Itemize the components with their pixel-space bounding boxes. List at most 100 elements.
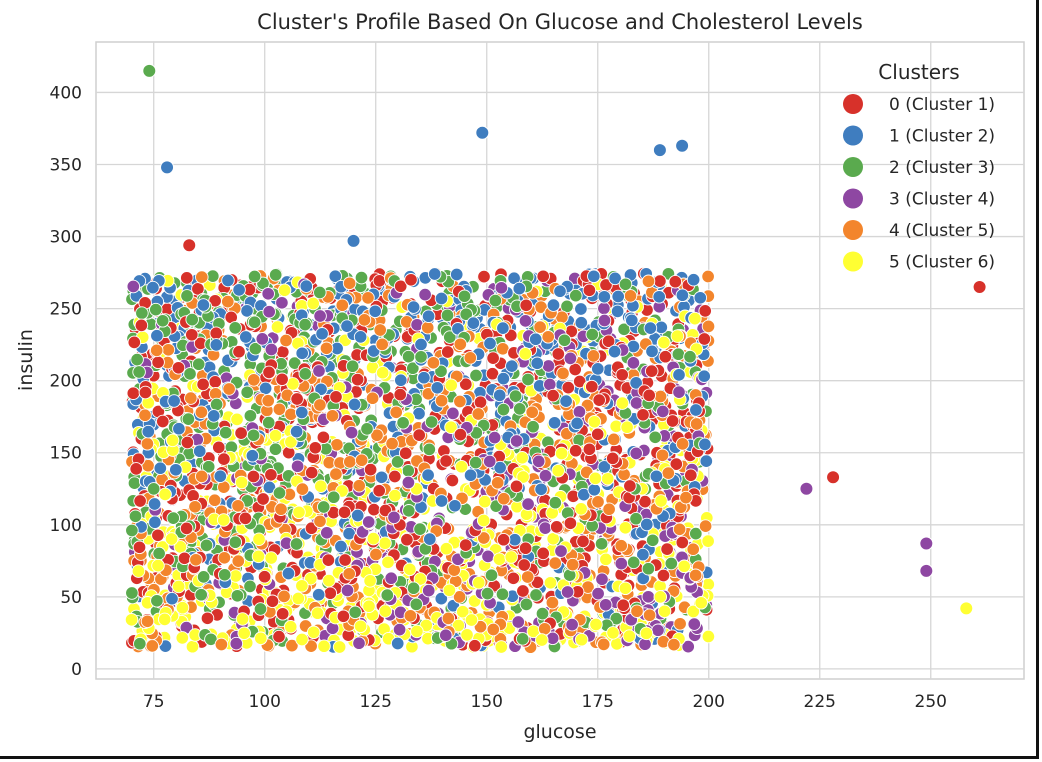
data-point — [157, 612, 172, 627]
data-point — [651, 623, 665, 638]
data-point — [582, 442, 597, 457]
data-point — [320, 526, 334, 540]
data-point — [546, 388, 560, 403]
data-point — [230, 589, 245, 603]
data-point — [362, 599, 376, 613]
data-point — [192, 444, 207, 458]
data-point — [518, 541, 533, 555]
data-point — [545, 595, 560, 610]
data-point — [444, 420, 458, 434]
data-point — [181, 412, 196, 426]
data-point — [304, 465, 319, 480]
data-point — [457, 289, 472, 304]
data-point — [207, 493, 222, 507]
data-point — [698, 437, 712, 452]
data-point — [329, 467, 343, 481]
data-point — [240, 385, 254, 400]
data-point — [565, 557, 580, 572]
data-point — [172, 421, 186, 436]
data-point — [228, 321, 242, 335]
data-point — [642, 388, 656, 403]
data-point — [352, 636, 366, 650]
data-point — [551, 347, 566, 361]
data-point — [609, 611, 624, 626]
data-point — [315, 327, 329, 341]
data-point — [195, 270, 209, 284]
data-point — [217, 568, 232, 582]
data-point — [268, 428, 283, 443]
data-point — [481, 549, 495, 564]
data-point — [587, 483, 602, 497]
outlier-point — [675, 138, 690, 153]
data-point — [492, 552, 507, 566]
data-point — [342, 276, 357, 291]
data-point — [667, 637, 681, 652]
data-point — [664, 556, 679, 571]
data-point — [194, 587, 208, 602]
data-point — [378, 604, 393, 618]
data-point — [597, 460, 612, 474]
data-point — [164, 532, 179, 546]
data-point — [209, 397, 224, 412]
data-point — [232, 344, 246, 359]
data-point — [243, 579, 257, 594]
data-point — [504, 550, 518, 564]
data-point — [410, 624, 424, 639]
data-point — [354, 453, 369, 467]
data-point — [563, 351, 578, 366]
data-point — [289, 537, 304, 551]
data-point — [392, 622, 407, 637]
data-point — [158, 487, 172, 502]
data-point — [357, 313, 372, 327]
data-point — [295, 405, 309, 420]
data-point — [594, 537, 609, 551]
data-point — [434, 591, 449, 606]
data-point — [629, 446, 643, 461]
data-point — [130, 352, 144, 367]
data-point — [228, 535, 243, 549]
data-point — [131, 564, 146, 578]
data-point — [472, 575, 486, 590]
data-point — [460, 628, 474, 642]
data-point — [538, 521, 552, 535]
data-point — [161, 343, 176, 357]
data-point — [642, 608, 657, 622]
data-point — [445, 473, 460, 488]
data-point — [509, 479, 524, 494]
data-point — [417, 370, 431, 385]
data-point — [140, 614, 155, 629]
data-point — [486, 622, 501, 637]
data-point — [541, 330, 555, 344]
data-point — [304, 571, 318, 586]
data-point — [494, 281, 509, 295]
data-point — [127, 476, 142, 490]
data-point — [277, 283, 292, 297]
data-point — [466, 316, 481, 330]
data-point — [222, 382, 236, 396]
data-point — [314, 479, 328, 493]
y-tick-label: 300 — [50, 228, 82, 248]
data-point — [519, 298, 533, 313]
data-point — [453, 427, 468, 442]
data-point — [597, 290, 612, 304]
data-point — [434, 364, 448, 379]
data-point — [169, 463, 183, 477]
data-point — [531, 454, 546, 469]
data-point — [148, 515, 162, 529]
data-point — [574, 302, 588, 316]
data-point — [291, 591, 306, 606]
data-point — [180, 271, 194, 285]
data-point — [657, 335, 671, 350]
data-point — [587, 269, 601, 284]
legend-marker — [843, 220, 863, 240]
data-point — [340, 583, 355, 598]
data-point — [665, 414, 680, 428]
y-tick-label: 400 — [50, 83, 82, 103]
data-point — [338, 553, 352, 567]
data-point — [505, 359, 519, 373]
x-tick-label: 75 — [143, 692, 165, 712]
data-point — [506, 571, 521, 586]
data-point — [516, 584, 530, 598]
data-point — [132, 540, 147, 555]
data-point — [591, 495, 605, 509]
